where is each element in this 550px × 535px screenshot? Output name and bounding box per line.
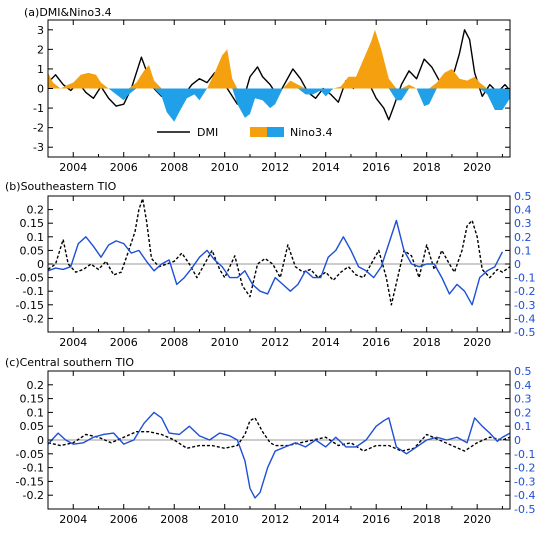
x-tick-label: 2008 bbox=[160, 336, 188, 349]
y-tick-label: 0.15 bbox=[20, 217, 45, 230]
nino-negative-fill bbox=[48, 88, 510, 122]
y-tick-label: -3 bbox=[33, 141, 44, 154]
x-tick-label: 2016 bbox=[362, 161, 390, 174]
plot-area bbox=[48, 29, 510, 122]
x-tick-label: 2004 bbox=[59, 161, 87, 174]
x-tick-label: 2004 bbox=[59, 336, 87, 349]
x-tick-label: 2020 bbox=[463, 161, 491, 174]
y-tick-label: -1 bbox=[33, 102, 44, 115]
panel-southeastern-tio: (b)Southeastern TIO 2004 2006 2008 2010 2012… bbox=[5, 180, 535, 349]
y-tick-label: -0.2 bbox=[23, 312, 44, 325]
y-right-tick-label: -0.1 bbox=[514, 448, 535, 461]
panel-title: (b)Southeastern TIO bbox=[5, 180, 117, 193]
legend-nino-positive-swatch bbox=[250, 127, 267, 137]
series-0-line bbox=[48, 198, 510, 306]
x-tick-label: 2018 bbox=[413, 336, 441, 349]
plot-area bbox=[48, 411, 510, 499]
x-tick-label: 2016 bbox=[362, 336, 390, 349]
y-tick-label: 0.2 bbox=[27, 379, 45, 392]
x-tick-label: 2008 bbox=[160, 161, 188, 174]
y-right-tick-label: -0.5 bbox=[514, 326, 535, 339]
x-tick-label: 2008 bbox=[160, 513, 188, 526]
y-tick-label: -2 bbox=[33, 122, 44, 135]
y-right-tick-label: 0.1 bbox=[514, 244, 532, 257]
y-right-tick-label: 0.2 bbox=[514, 231, 532, 244]
legend-dmi-label: DMI bbox=[197, 126, 218, 139]
y-right-tick-label: 0.4 bbox=[514, 379, 532, 392]
x-tick-label: 2010 bbox=[211, 513, 239, 526]
x-tick-label: 2012 bbox=[261, 513, 289, 526]
x-tick-label: 2004 bbox=[59, 513, 87, 526]
y-right-tick-label: -0.2 bbox=[514, 285, 535, 298]
x-tick-label: 2006 bbox=[110, 161, 138, 174]
x-tick-label: 2012 bbox=[261, 336, 289, 349]
x-tick-label: 2010 bbox=[211, 161, 239, 174]
y-tick-label: -0.05 bbox=[16, 448, 44, 461]
y-tick-label: 2 bbox=[37, 43, 44, 56]
panel-title: (a)DMI&Nino3.4 bbox=[24, 6, 112, 19]
legend-nino-negative-swatch bbox=[267, 127, 284, 137]
panel-dmi-nino: (a)DMI&Nino3.4 DMI Nino3.4 2004 2006 2008 2… bbox=[24, 6, 511, 174]
y-tick-label: 0.1 bbox=[27, 231, 45, 244]
y-tick-label: -0.15 bbox=[16, 299, 44, 312]
nino-positive-fill bbox=[48, 29, 510, 89]
y-right-tick-label: -0.2 bbox=[514, 462, 535, 475]
y-right-tick-label: -0.1 bbox=[514, 272, 535, 285]
x-tick-label: 2006 bbox=[110, 513, 138, 526]
y-tick-label: -0.2 bbox=[23, 489, 44, 502]
x-tick-label: 2020 bbox=[463, 513, 491, 526]
x-tick-label: 2016 bbox=[362, 513, 390, 526]
y-right-tick-label: 0.1 bbox=[514, 420, 532, 433]
x-tick-label: 2014 bbox=[312, 513, 340, 526]
y-right-tick-label: 0.4 bbox=[514, 204, 532, 217]
x-tick-label: 2020 bbox=[463, 336, 491, 349]
y-tick-label: 0.15 bbox=[20, 393, 45, 406]
y-right-tick-label: -0.3 bbox=[514, 299, 535, 312]
x-tick-label: 2018 bbox=[413, 513, 441, 526]
x-tick-label: 2006 bbox=[110, 336, 138, 349]
y-tick-label: 1 bbox=[37, 63, 44, 76]
y-tick-label: 0.05 bbox=[20, 244, 45, 257]
y-right-tick-label: 0.5 bbox=[514, 190, 532, 203]
series-0-line bbox=[48, 417, 510, 452]
y-tick-label: -0.1 bbox=[23, 285, 44, 298]
y-right-tick-label: -0.5 bbox=[514, 503, 535, 516]
x-tick-label: 2014 bbox=[312, 336, 340, 349]
y-tick-label: 0.1 bbox=[27, 406, 45, 419]
y-tick-label: -0.15 bbox=[16, 475, 44, 488]
y-right-tick-label: 0.5 bbox=[514, 365, 532, 378]
series-1-line bbox=[48, 411, 510, 499]
y-right-tick-label: 0 bbox=[514, 434, 521, 447]
y-right-tick-label: 0.3 bbox=[514, 217, 532, 230]
dmi-line bbox=[48, 29, 510, 121]
y-tick-label: 0.05 bbox=[20, 420, 45, 433]
panel-title: (c)Central southern TIO bbox=[5, 356, 134, 369]
legend-nino-label: Nino3.4 bbox=[290, 126, 332, 139]
y-right-tick-label: -0.4 bbox=[514, 312, 535, 325]
x-tick-label: 2010 bbox=[211, 336, 239, 349]
x-tick-label: 2014 bbox=[312, 161, 340, 174]
panel-central-southern-tio: (c)Central southern TIO 2004 2006 2008 2010… bbox=[5, 356, 535, 526]
y-tick-label: -0.05 bbox=[16, 272, 44, 285]
y-tick-label: -0.1 bbox=[23, 462, 44, 475]
y-tick-label: 0 bbox=[37, 434, 44, 447]
y-right-tick-label: 0 bbox=[514, 258, 521, 271]
legend: DMI Nino3.4 bbox=[157, 126, 332, 139]
y-right-tick-label: 0.3 bbox=[514, 393, 532, 406]
y-tick-label: 0 bbox=[37, 83, 44, 96]
x-tick-label: 2018 bbox=[413, 161, 441, 174]
y-tick-label: 0.2 bbox=[27, 204, 45, 217]
y-tick-label: 0 bbox=[37, 258, 44, 271]
y-tick-label: 3 bbox=[37, 24, 44, 37]
x-tick-label: 2012 bbox=[261, 161, 289, 174]
y-right-tick-label: -0.4 bbox=[514, 489, 535, 502]
y-right-tick-label: -0.3 bbox=[514, 475, 535, 488]
y-right-tick-label: 0.2 bbox=[514, 406, 532, 419]
series-1-line bbox=[48, 219, 504, 306]
plot-area bbox=[48, 198, 510, 306]
